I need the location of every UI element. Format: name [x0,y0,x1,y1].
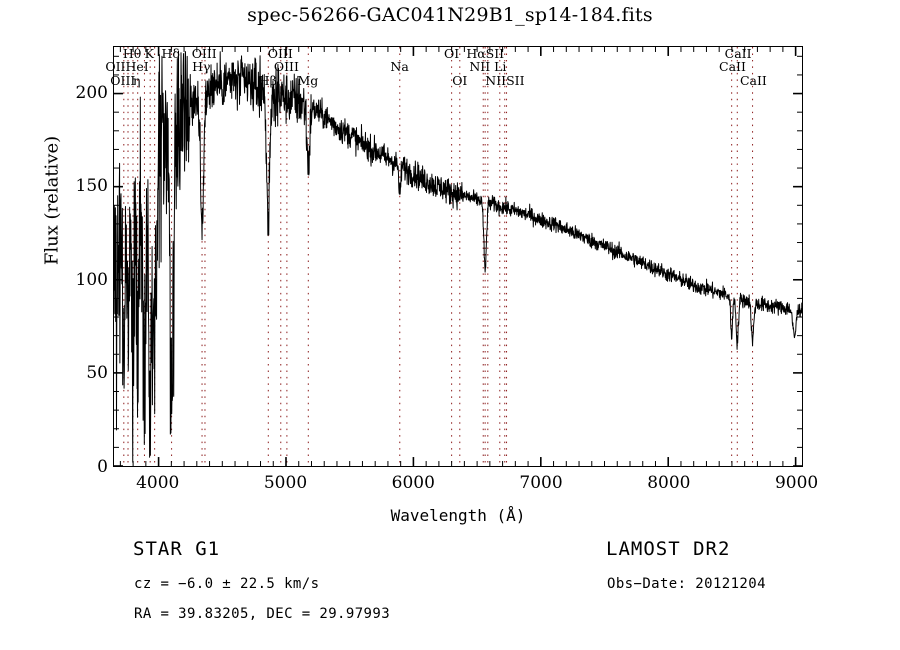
y-tick-50: 50 [86,363,108,384]
object-class-label: STAR G1 [133,538,221,560]
page-title: spec-56266-GAC041N29B1_sp14-184.fits [247,4,653,26]
y-tick-0: 0 [97,457,108,477]
y-tick-150: 150 [75,176,108,197]
obs-date-label: Obs−Date: 20121204 [607,576,766,592]
x-tick-5000: 5000 [263,473,308,493]
y-axis-label: Flux (relative) [41,135,63,266]
marker-lines-group [123,47,754,466]
x-tick-9000: 9000 [774,473,819,493]
coordinates-label: RA = 39.83205, DEC = 29.97993 [134,606,391,622]
y-tick-200: 200 [75,82,108,103]
x-tick-8000: 8000 [647,473,691,493]
x-tick-4000: 4000 [136,473,180,493]
plot-frame [113,46,803,467]
y-axis-tick-labels: 0 50 100 150 200 [58,46,108,477]
spectrum-line [114,50,802,463]
y-tick-100: 100 [75,269,108,290]
redshift-velocity-label: cz = −6.0 ± 22.5 km/s [134,576,320,592]
x-tick-6000: 6000 [391,473,435,493]
x-axis-tick-labels: 4000 5000 6000 7000 8000 9000 [113,473,818,499]
spectrum-canvas [114,47,802,466]
axis-ticks-group [114,47,802,466]
x-axis-label: Wavelength (Å) [390,506,526,525]
survey-label: LAMOST DR2 [606,538,731,560]
x-tick-7000: 7000 [519,473,563,493]
